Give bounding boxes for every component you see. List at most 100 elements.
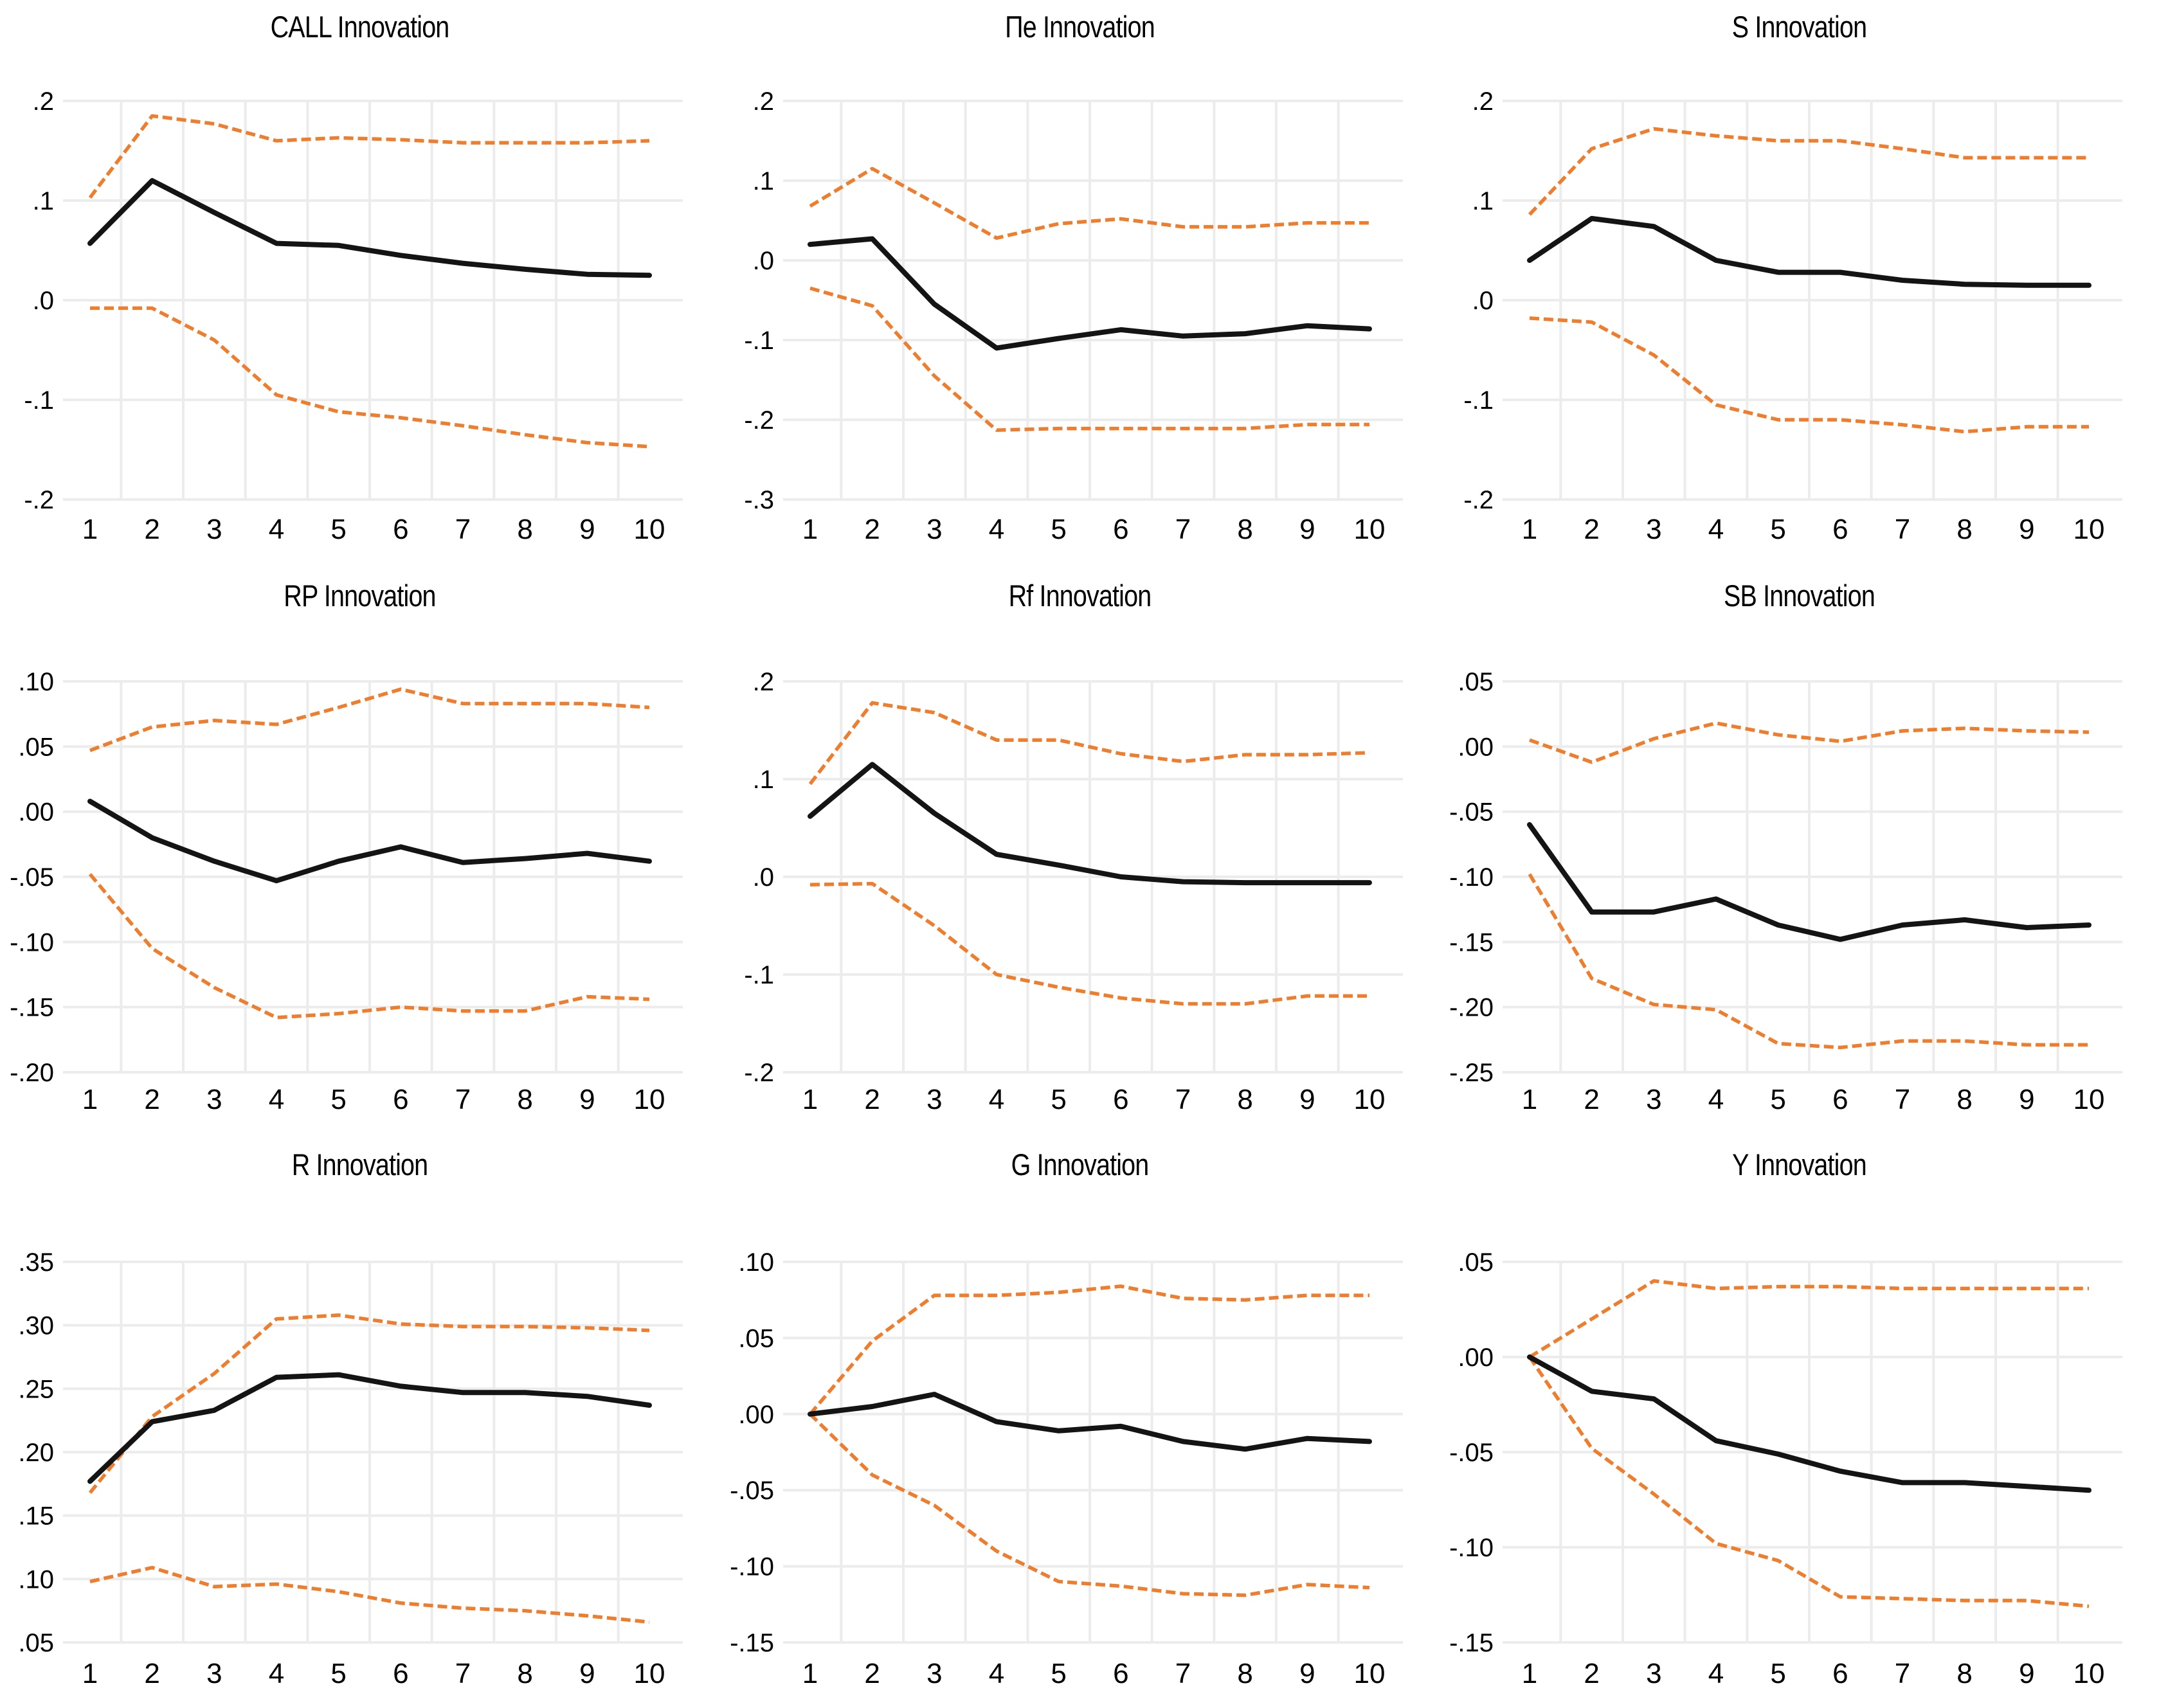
y-tick-label: .20 xyxy=(18,1439,54,1467)
lower-band-line xyxy=(1528,873,2089,1050)
x-tick-label: 5 xyxy=(330,1658,346,1689)
x-tick-label: 8 xyxy=(517,1084,532,1115)
y-tick-label: -.15 xyxy=(1449,1629,1494,1657)
horizontal-gridlines xyxy=(1503,100,2122,501)
response-line xyxy=(87,1372,652,1484)
x-tick-label: 4 xyxy=(1708,1658,1724,1689)
y-tick-label: -.2 xyxy=(24,486,54,514)
x-tick-label: 1 xyxy=(1522,1084,1537,1115)
panel-title: G Innovation xyxy=(1011,1147,1150,1182)
irf-panel-rp: RP Innovation .10 .05 .00 -.05 -.10 -.15 -.20 1… xyxy=(0,569,719,1138)
y-tick-label: .2 xyxy=(1472,87,1494,116)
x-tick-label: 3 xyxy=(926,1084,942,1115)
x-tick-label: 5 xyxy=(1051,1658,1066,1689)
x-tick-label: 10 xyxy=(2073,1084,2105,1115)
y-tick-label: -.1 xyxy=(24,386,54,415)
x-tick-label: 8 xyxy=(1956,514,1972,545)
x-tick-label: 7 xyxy=(1895,1658,1910,1689)
x-tick-label: 10 xyxy=(634,1658,665,1689)
y-tick-label: .1 xyxy=(753,766,774,794)
x-tick-label: 9 xyxy=(2019,1658,2034,1689)
y-tick-label: -.15 xyxy=(1449,928,1494,957)
y-tick-label: .0 xyxy=(753,863,774,892)
y-tick-label: .1 xyxy=(753,167,774,195)
x-axis-tick-labels: 1 2 3 4 5 6 7 8 9 10 xyxy=(802,1658,1386,1689)
irf-panel-s: S Innovation .2 .1 .0 -.1 -.2 1 2 3 4 5 6 7 8 9 10 xyxy=(1440,0,2159,569)
x-tick-label: 2 xyxy=(864,514,880,545)
lower-band-line xyxy=(90,306,650,449)
y-tick-label: .05 xyxy=(1458,668,1494,696)
y-axis-tick-labels: .2 .1 .0 -.1 -.2 xyxy=(24,87,54,514)
y-tick-label: .05 xyxy=(1458,1248,1494,1277)
y-axis-tick-labels: .2 .1 .0 -.1 -.2 xyxy=(1463,87,1494,514)
x-tick-label: 6 xyxy=(393,1658,408,1689)
x-axis-tick-labels: 1 2 3 4 5 6 7 8 9 10 xyxy=(82,514,665,545)
x-tick-label: 3 xyxy=(206,1084,222,1115)
irf-chart-r: .35 .30 .25 .20 .15 .10 .05 1 2 3 4 5 6 7 8 9 10 xyxy=(18,1248,683,1689)
upper-band-line xyxy=(88,1313,650,1494)
panel-title: Πe Innovation xyxy=(1005,10,1155,44)
x-tick-label: 3 xyxy=(1646,1084,1661,1115)
x-tick-label: 7 xyxy=(455,514,471,545)
lower-band-line xyxy=(809,1412,1370,1597)
y-tick-label: .35 xyxy=(18,1248,54,1277)
x-tick-label: 6 xyxy=(1832,1084,1848,1115)
horizontal-gridlines xyxy=(63,680,683,1074)
x-tick-label: 9 xyxy=(1299,1658,1315,1689)
x-tick-label: 6 xyxy=(1113,514,1128,545)
x-tick-label: 4 xyxy=(1708,514,1724,545)
x-tick-label: 10 xyxy=(634,514,665,545)
y-axis-tick-labels: .2 .1 .0 -.1 -.2 xyxy=(744,668,774,1087)
x-axis-tick-labels: 1 2 3 4 5 6 7 8 9 10 xyxy=(82,1084,665,1115)
irf-panel-call: CALL Innovation .2 .1 .0 -.1 -.2 1 2 3 4 5 6 7 8 9 10 xyxy=(0,0,719,569)
x-tick-label: 9 xyxy=(1299,514,1315,545)
y-tick-label: .00 xyxy=(738,1401,774,1429)
x-tick-label: 8 xyxy=(1956,1084,1972,1115)
irf-panel-g: G Innovation .10 .05 .00 -.05 -.10 -.15 1 2 3 4 5 6… xyxy=(720,1138,1440,1708)
x-tick-label: 10 xyxy=(2073,1658,2105,1689)
x-tick-label: 2 xyxy=(1584,1658,1599,1689)
y-tick-label: -.2 xyxy=(744,1059,774,1087)
x-tick-label: 4 xyxy=(269,514,284,545)
y-tick-label: .2 xyxy=(753,668,774,696)
upper-band-line xyxy=(1528,1279,2089,1359)
x-tick-label: 9 xyxy=(579,1658,595,1689)
y-tick-label: .1 xyxy=(1472,187,1494,215)
y-tick-label: .00 xyxy=(18,798,54,827)
irf-panel-rf: Rf Innovation .2 .1 .0 -.1 -.2 1 2 3 4 5 6 7 8 9 10 xyxy=(720,569,1440,1138)
y-tick-label: .00 xyxy=(1458,1344,1494,1372)
response-line xyxy=(1527,215,2091,288)
x-axis-tick-labels: 1 2 3 4 5 6 7 8 9 10 xyxy=(82,1658,665,1689)
irf-chart-pie: .2 .1 .0 -.1 -.2 -.3 1 2 3 4 5 6 7 8 9 10 xyxy=(744,87,1403,545)
x-tick-label: 10 xyxy=(1354,514,1386,545)
y-tick-label: -.10 xyxy=(1449,1534,1494,1562)
lower-band-line xyxy=(88,873,650,1020)
x-tick-label: 2 xyxy=(1584,1084,1599,1115)
y-tick-label: .25 xyxy=(18,1375,54,1403)
y-tick-label: -.10 xyxy=(10,928,54,957)
y-tick-label: -.20 xyxy=(1449,994,1494,1022)
horizontal-gridlines xyxy=(63,1261,683,1644)
x-tick-label: 5 xyxy=(1051,1084,1066,1115)
y-tick-label: .0 xyxy=(33,287,54,315)
lower-band-line xyxy=(89,1565,650,1624)
irf-chart-sb: .05 .00 -.05 -.10 -.15 -.20 -.25 1 2 3 4 5 6 7 8 9 10 xyxy=(1449,668,2122,1115)
y-tick-label: -.05 xyxy=(730,1477,774,1505)
irf-chart-y: .05 .00 -.05 -.10 -.15 1 2 3 4 5 6 7 8 9 10 xyxy=(1449,1248,2122,1689)
x-tick-label: 5 xyxy=(330,1084,346,1115)
x-tick-label: 1 xyxy=(1522,514,1537,545)
y-axis-tick-labels: .2 .1 .0 -.1 -.2 -.3 xyxy=(744,87,774,514)
lower-band-line xyxy=(809,286,1369,432)
x-tick-label: 2 xyxy=(864,1084,880,1115)
irf-chart-s: .2 .1 .0 -.1 -.2 1 2 3 4 5 6 7 8 9 10 xyxy=(1463,87,2122,545)
x-tick-label: 6 xyxy=(393,1084,408,1115)
irf-panel-y: Y Innovation .05 .00 -.05 -.10 -.15 1 2 3 4 5 6 7 8 9… xyxy=(1440,1138,2159,1708)
x-tick-label: 7 xyxy=(455,1084,471,1115)
horizontal-gridlines xyxy=(1503,680,2122,1074)
x-tick-label: 4 xyxy=(989,1658,1004,1689)
x-tick-label: 6 xyxy=(1113,1084,1128,1115)
x-axis-tick-labels: 1 2 3 4 5 6 7 8 9 10 xyxy=(1522,514,2105,545)
irf-chart-g: .10 .05 .00 -.05 -.10 -.15 1 2 3 4 5 6 7 8 9 10 xyxy=(730,1248,1403,1689)
x-tick-label: 10 xyxy=(1354,1658,1386,1689)
